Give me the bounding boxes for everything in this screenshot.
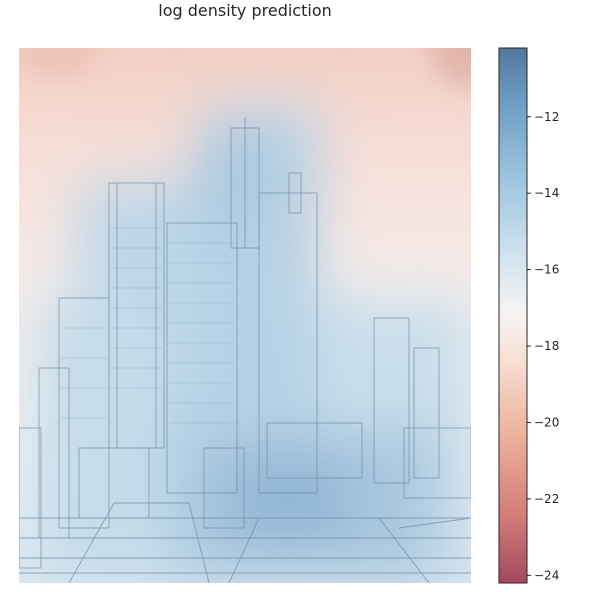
colorbar-gradient (498, 47, 528, 584)
colorbar-tick-label: −16 (534, 263, 559, 277)
heatmap-corner-low-right (431, 48, 471, 88)
city-drawing (19, 118, 471, 583)
colorbar-ticks: −12 −14 −16 −18 −20 −22 −24 (527, 110, 559, 582)
colorbar-tick-label: −12 (534, 110, 559, 124)
colorbar-tick-label: −20 (534, 416, 559, 430)
colorbar-tick-label: −22 (534, 492, 559, 506)
colorbar-tick-label: −24 (534, 568, 559, 582)
city-window-grid (61, 227, 234, 424)
colorbar-tick-label: −18 (534, 339, 559, 353)
chart-title: log density prediction (158, 1, 332, 20)
heatmap-corner-low-left (19, 48, 99, 78)
colorbar-tick-label: −14 (534, 186, 559, 200)
colorbar: −12 −14 −16 −18 −20 −22 −24 (498, 47, 559, 584)
heatmap-plot (19, 48, 471, 583)
